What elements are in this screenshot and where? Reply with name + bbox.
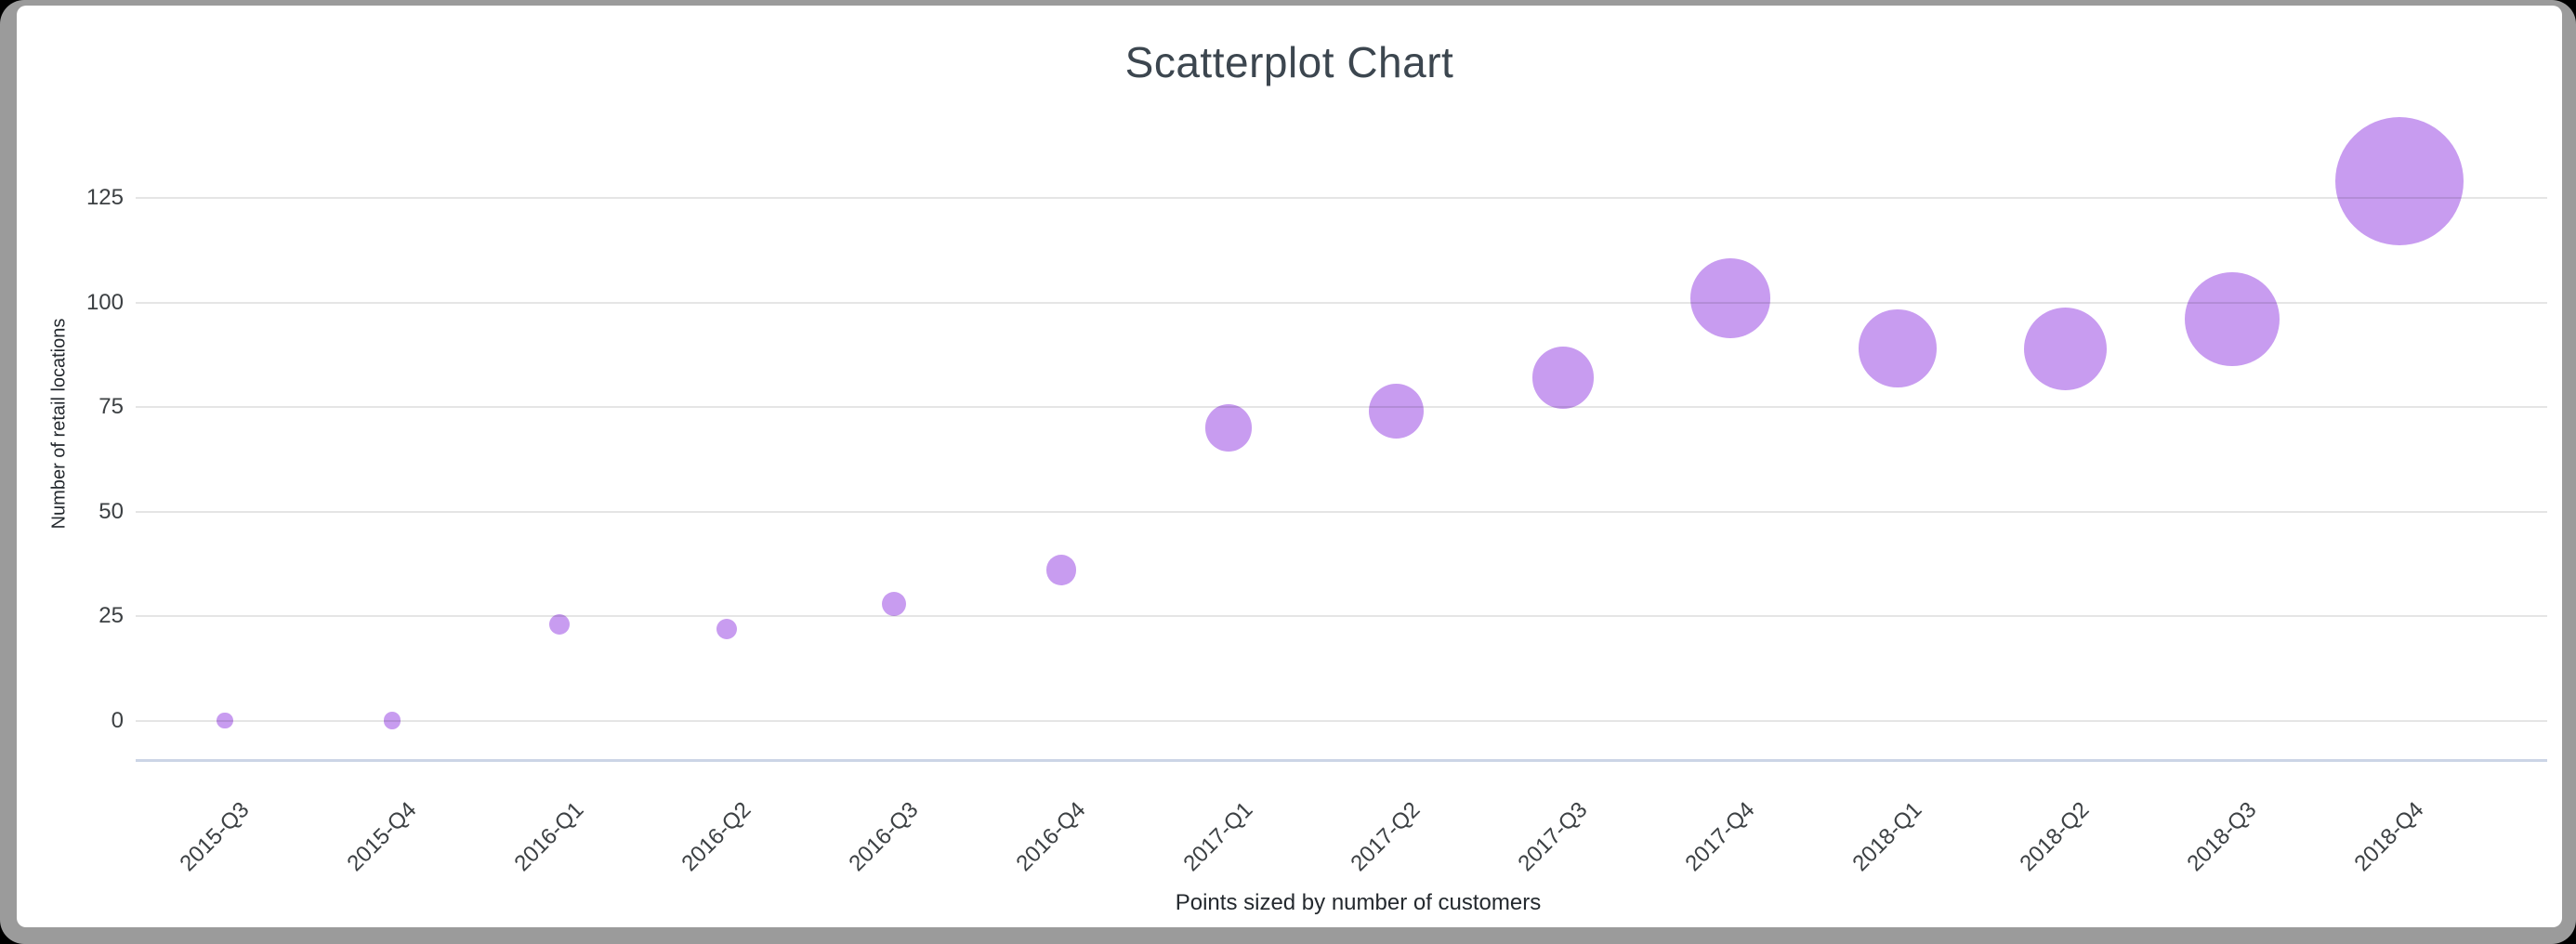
chart-card: Scatterplot Chart Number of retail locat…: [17, 6, 2562, 927]
gridline-50: [136, 510, 2547, 513]
data-point-2018-Q1[interactable]: [1859, 309, 1937, 387]
x-tick-label-2017-Q1: 2017-Q1: [1177, 797, 1258, 877]
chart-title: Scatterplot Chart: [1124, 38, 1454, 86]
y-tick-label-25: 25: [99, 603, 124, 628]
data-point-2017-Q4[interactable]: [1690, 258, 1770, 338]
data-point-2016-Q4[interactable]: [1045, 555, 1077, 585]
x-tick-label-2018-Q1: 2018-Q1: [1847, 797, 1927, 877]
x-tick-label-2018-Q4: 2018-Q4: [2348, 797, 2429, 877]
data-point-2017-Q3[interactable]: [1531, 347, 1595, 409]
x-axis-line: [136, 759, 2547, 762]
data-point-2018-Q2[interactable]: [2023, 307, 2107, 390]
data-point-2018-Q4[interactable]: [2335, 117, 2464, 245]
y-tick-label-125: 125: [85, 185, 124, 210]
y-tick-label-100: 100: [85, 289, 124, 315]
x-tick-label-2016-Q2: 2016-Q2: [676, 797, 756, 877]
x-tick-label-2015-Q3: 2015-Q3: [174, 797, 255, 877]
x-axis-title: Points sized by number of customers: [1175, 890, 1542, 915]
x-tick-label-2018-Q3: 2018-Q3: [2181, 797, 2262, 877]
gridline-25: [136, 615, 2547, 617]
data-point-2016-Q1[interactable]: [549, 614, 570, 635]
y-tick-label-75: 75: [99, 394, 124, 419]
x-tick-label-2018-Q2: 2018-Q2: [2014, 797, 2095, 877]
gridline-75: [136, 406, 2547, 408]
gridline-100: [136, 301, 2547, 304]
x-tick-label-2016-Q4: 2016-Q4: [1010, 797, 1091, 877]
data-point-2016-Q3[interactable]: [882, 591, 906, 616]
data-point-2015-Q3[interactable]: [217, 712, 233, 729]
plot-area: 0 25 50 75 100 125 2015-Q3 2015-Q4 2016-Q1 2016-Q…: [17, 6, 2562, 927]
x-tick-label-2017-Q3: 2017-Q3: [1512, 797, 1593, 877]
data-point-2017-Q2[interactable]: [1368, 384, 1424, 439]
data-point-2017-Q1[interactable]: [1204, 404, 1253, 452]
x-tick-label-2016-Q3: 2016-Q3: [843, 797, 924, 877]
x-tick-label-2017-Q2: 2017-Q2: [1345, 797, 1426, 877]
data-point-2016-Q2[interactable]: [716, 618, 737, 639]
y-tick-label-50: 50: [99, 498, 124, 524]
data-point-2018-Q3[interactable]: [2185, 271, 2280, 367]
x-tick-label-2015-Q4: 2015-Q4: [341, 797, 422, 877]
gridline-0: [136, 719, 2547, 722]
y-tick-label-0: 0: [111, 707, 124, 733]
gridline-125: [136, 197, 2547, 199]
x-tick-label-2017-Q4: 2017-Q4: [1679, 797, 1760, 877]
x-tick-label-2016-Q1: 2016-Q1: [508, 797, 589, 877]
data-point-2015-Q4[interactable]: [383, 712, 401, 729]
